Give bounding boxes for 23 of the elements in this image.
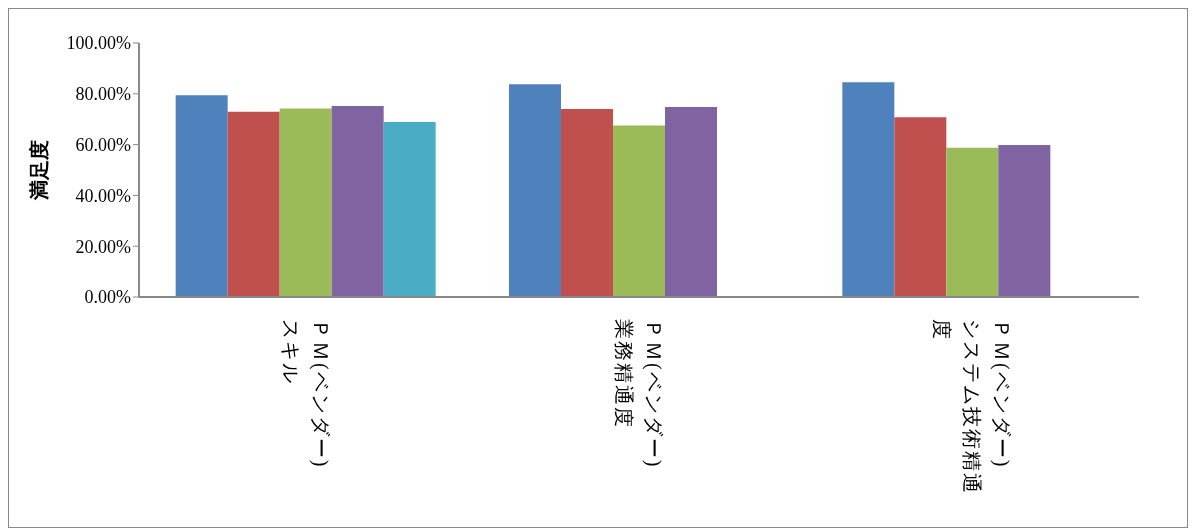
y-tick-label: 40.00% [75,185,131,206]
y-tick-label: 100.00% [66,33,131,54]
bar [946,147,999,297]
y-tick-label: 0.00% [84,287,131,308]
y-tick-label: 20.00% [75,236,131,257]
bar [998,145,1051,297]
bar [509,84,561,297]
bar [175,95,228,297]
bar [227,111,280,297]
y-tick-label: 60.00% [75,134,131,155]
bar [842,82,895,297]
x-tick-label: ＰＭ(ベンダー)業務精通度 [613,319,665,469]
bar [894,117,947,297]
y-tick-label: 80.00% [75,84,131,105]
bar [383,121,436,297]
bar [331,105,384,297]
x-tick-label: ＰＭ(ベンダー)スキル [279,319,332,469]
bar [613,125,665,297]
bar [279,108,332,297]
bar [665,107,717,297]
bar [561,109,613,297]
x-tick-label: ＰＭ(ベンダー)システム技術精通度 [931,319,1014,495]
y-axis-title: 満足度 [27,140,52,201]
